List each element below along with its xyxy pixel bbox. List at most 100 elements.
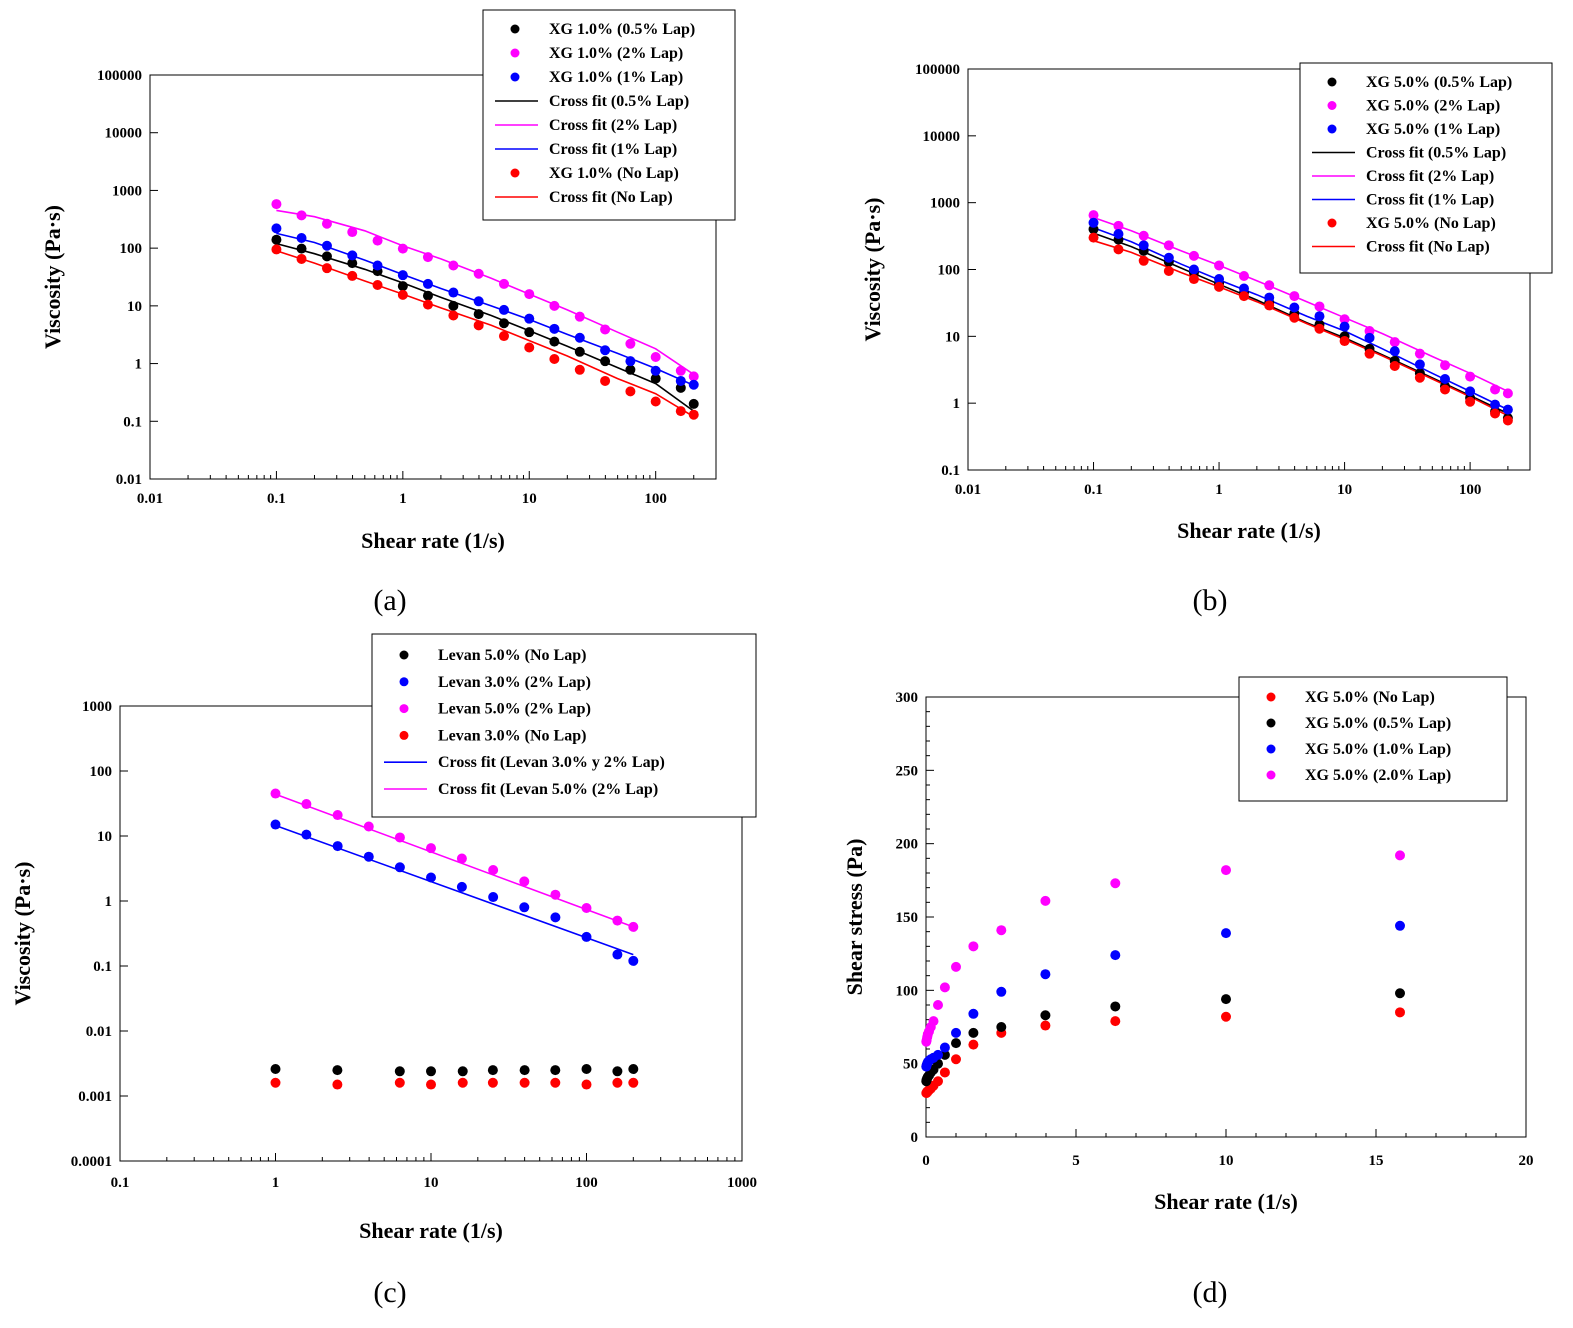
data-point [1395,1007,1405,1018]
fit-line [276,209,695,376]
legend-label: XG 1.0% (0.5% Lap) [549,21,695,38]
data-point [394,862,405,873]
legend-label: XG 5.0% (0.5% Lap) [1305,715,1451,732]
legend-label: XG 1.0% (No Lap) [549,165,679,182]
caption-a: (a) [373,584,406,617]
y-axis-label: Viscosity (Pa·s) [40,205,65,349]
data-point [1490,408,1501,419]
data-point [628,921,639,932]
legend-label: XG 5.0% (2.0% Lap) [1305,767,1451,784]
y-tick-label: 150 [896,910,919,926]
x-axis-label: Shear rate (1/s) [1154,1189,1298,1214]
data-point [1414,348,1425,359]
panel-b: 0.01 0.1 1 10 100 0.1 1 10 100 1000 10000 100000 She… [860,62,1553,543]
legend-marker [399,677,409,687]
data-point [1040,1010,1051,1021]
legend-marker [510,48,520,58]
legend-label: Cross fit (1% Lap) [549,141,677,158]
legend-box-d [1238,676,1508,802]
data-point [574,364,585,375]
data-point [524,342,535,353]
data-point [473,320,484,331]
data-point [968,1027,979,1038]
data-point [996,986,1007,997]
data-point [448,300,459,311]
legend-marker [399,704,409,714]
data-point [363,851,374,862]
data-point [519,1077,530,1088]
data-point [628,955,639,966]
data-point [296,210,307,221]
data-point [1221,994,1231,1005]
data-point [422,278,433,289]
data-point [498,331,509,342]
data-point [1188,274,1199,285]
y-tick-label: 100 [120,241,143,257]
data-point [301,829,312,840]
x-tick-label: 20 [1519,1153,1534,1169]
legend-marker [510,72,520,82]
data-point [321,240,332,251]
data-point [650,396,661,407]
data-point [422,290,433,301]
data-point [457,1077,468,1088]
legend-label: XG 5.0% (No Lap) [1305,689,1435,706]
data-point [1314,323,1325,334]
data-point [347,227,358,238]
data-point [1465,396,1476,407]
data-point [625,356,636,367]
x-tick-label: 10 [424,1175,439,1191]
x-tick-label: 1 [399,491,407,507]
legend-label: Levan 3.0% (2% Lap) [438,674,591,691]
data-point [650,373,661,384]
caption-d: (d) [1193,1276,1228,1309]
data-point [498,304,509,315]
legend-marker [1327,101,1337,110]
data-point [321,251,332,262]
y-tick-label: 50 [903,1057,918,1073]
data-point [301,799,312,810]
data-point [397,289,408,300]
data-point [397,281,408,292]
data-point [1264,300,1275,311]
data-point [372,260,383,271]
data-point [1264,280,1275,291]
x-tick-label: 10 [1337,482,1352,498]
legend-marker [1327,124,1337,134]
data-point [1389,346,1400,357]
data-point [650,351,661,362]
data-point [612,1066,623,1077]
data-point [1414,359,1425,370]
data-point [628,1064,639,1075]
data-point [332,1079,343,1090]
data-point [271,199,282,210]
data-point [1440,360,1451,371]
data-point [933,1076,943,1087]
y-tick-label: 10 [945,329,960,345]
y-tick-label: 0.01 [86,1024,112,1040]
caption-b: (b) [1193,584,1228,617]
data-point [363,821,374,832]
data-point [487,1065,498,1076]
x-axis-label: Shear rate (1/s) [361,528,505,553]
legend-box-c [371,633,757,818]
y-tick-label: 10 [127,299,142,315]
legend-label: Cross fit (Levan 5.0% (2% Lap) [438,781,658,798]
data-point [574,311,585,322]
legend-marker [510,24,520,34]
legend-label: Cross fit (1% Lap) [1366,192,1494,209]
data-point [1138,255,1149,266]
data-point [968,1008,979,1019]
data-point [519,902,530,913]
data-point [270,819,281,830]
y-tick-label: 1000 [112,183,142,199]
data-point [488,864,499,875]
data-point [1221,1011,1231,1022]
legend-label: XG 1.0% (1% Lap) [549,69,683,86]
data-point [524,313,535,324]
data-point [1110,950,1121,961]
data-point [628,1077,639,1088]
data-point [456,853,467,864]
data-point [1221,865,1231,876]
data-point [448,310,459,321]
